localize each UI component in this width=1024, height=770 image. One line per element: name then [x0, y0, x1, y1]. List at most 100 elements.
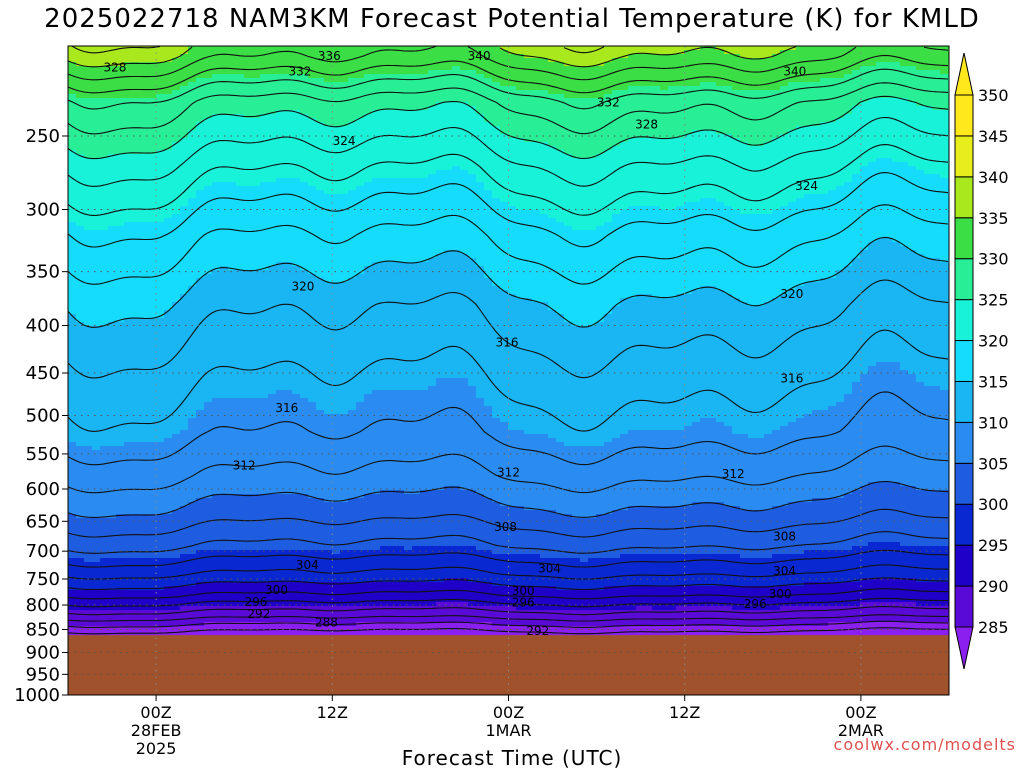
band-cell	[180, 518, 189, 523]
band-cell	[260, 318, 269, 323]
band-cell	[116, 302, 125, 307]
band-cell	[92, 398, 101, 403]
band-cell	[244, 598, 253, 603]
band-cell	[236, 146, 245, 151]
band-cell	[156, 238, 165, 243]
band-cell	[84, 442, 93, 447]
band-cell	[132, 54, 141, 59]
band-cell	[188, 594, 197, 599]
band-cell	[156, 226, 165, 231]
band-cell	[100, 138, 109, 143]
band-cell	[220, 206, 229, 211]
band-cell	[116, 158, 125, 163]
band-cell	[212, 510, 221, 515]
band-cell	[92, 286, 101, 291]
band-cell	[116, 590, 125, 595]
band-cell	[236, 442, 245, 447]
band-cell	[220, 466, 229, 471]
band-cell	[188, 230, 197, 235]
band-cell	[132, 70, 141, 75]
band-cell	[300, 598, 309, 603]
band-cell	[76, 378, 85, 383]
band-cell	[276, 234, 285, 239]
band-cell	[140, 114, 149, 119]
band-cell	[84, 514, 93, 519]
band-cell	[164, 542, 173, 547]
band-cell	[100, 326, 109, 331]
band-cell	[244, 90, 253, 95]
band-cell	[196, 586, 205, 591]
band-cell	[124, 370, 133, 375]
band-cell	[284, 134, 293, 139]
band-cell	[92, 202, 101, 207]
band-cell	[156, 426, 165, 431]
band-cell	[180, 614, 189, 619]
band-cell	[100, 614, 109, 619]
band-cell	[148, 390, 157, 395]
band-cell	[252, 342, 261, 347]
band-cell	[308, 250, 317, 255]
band-cell	[124, 106, 133, 111]
band-cell	[156, 70, 165, 75]
band-cell	[180, 158, 189, 163]
band-cell	[180, 386, 189, 391]
band-cell	[308, 90, 317, 95]
band-cell	[308, 318, 317, 323]
band-cell	[196, 262, 205, 267]
band-cell	[252, 210, 261, 215]
band-cell	[124, 54, 133, 59]
band-cell	[148, 366, 157, 371]
band-cell	[196, 514, 205, 519]
band-cell	[132, 630, 141, 635]
band-cell	[116, 334, 125, 339]
band-cell	[196, 158, 205, 163]
band-cell	[148, 226, 157, 231]
band-cell	[236, 606, 245, 611]
band-cell	[244, 246, 253, 251]
band-cell	[276, 438, 285, 443]
band-cell	[116, 466, 125, 471]
band-cell	[92, 574, 101, 579]
band-cell	[76, 582, 85, 587]
band-cell	[236, 86, 245, 91]
band-cell	[276, 166, 285, 171]
band-cell	[220, 126, 229, 131]
band-cell	[236, 246, 245, 251]
band-cell	[188, 330, 197, 335]
band-cell	[92, 542, 101, 547]
band-cell	[92, 122, 101, 127]
band-cell	[92, 362, 101, 367]
band-cell	[164, 378, 173, 383]
band-cell	[212, 158, 221, 163]
band-cell	[172, 106, 181, 111]
band-cell	[100, 78, 109, 83]
band-cell	[188, 246, 197, 251]
band-cell	[164, 46, 173, 51]
band-cell	[76, 194, 85, 199]
band-cell	[236, 330, 245, 335]
band-cell	[212, 170, 221, 175]
band-cell	[308, 378, 317, 383]
band-cell	[132, 422, 141, 427]
band-cell	[92, 206, 101, 211]
band-cell	[292, 558, 301, 563]
band-cell	[140, 530, 149, 535]
band-cell	[188, 390, 197, 395]
band-cell	[300, 434, 309, 439]
band-cell	[196, 326, 205, 331]
band-cell	[68, 246, 77, 251]
band-cell	[252, 378, 261, 383]
band-cell	[116, 486, 125, 491]
band-cell	[236, 162, 245, 167]
band-cell	[292, 426, 301, 431]
band-cell	[84, 218, 93, 223]
band-cell	[284, 282, 293, 287]
band-cell	[300, 226, 309, 231]
band-cell	[164, 266, 173, 271]
band-cell	[268, 514, 277, 519]
band-cell	[308, 446, 317, 451]
band-cell	[188, 402, 197, 407]
band-cell	[180, 358, 189, 363]
band-cell	[236, 626, 245, 631]
band-cell	[244, 106, 253, 111]
